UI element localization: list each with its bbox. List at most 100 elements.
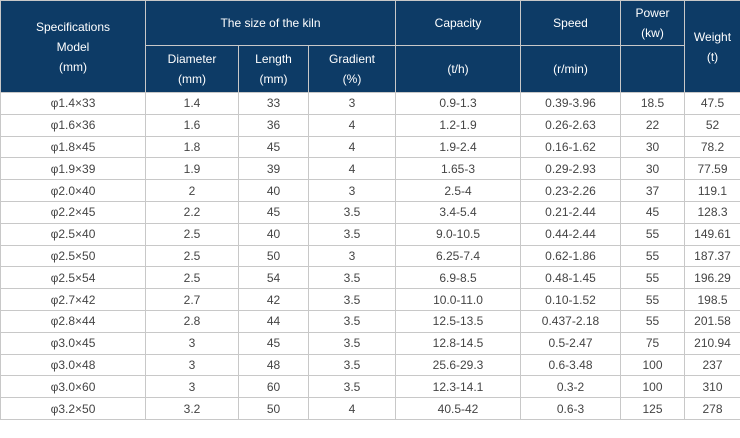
cell-model: φ3.0×48	[0, 353, 146, 377]
cell-gradient: 3.5	[308, 375, 396, 399]
cell-diameter: 3	[145, 353, 239, 377]
cell-model: φ1.8×45	[0, 135, 146, 159]
cell-speed: 0.62-1.86	[520, 244, 621, 268]
cell-power: 37	[620, 179, 685, 202]
header-capacity: Capacity	[395, 0, 521, 46]
table-row: φ2.2×45 2.2 45 3.5 3.4-5.4 0.21-2.44 45 128.3	[0, 200, 740, 224]
cell-gradient: 3	[308, 92, 396, 115]
cell-capacity: 1.2-1.9	[395, 113, 521, 137]
cell-diameter: 1.8	[145, 135, 239, 159]
cell-length: 40	[238, 222, 309, 246]
cell-diameter: 3	[145, 331, 239, 355]
kiln-spec-table: Specifications Model (mm) The size of th…	[0, 0, 740, 420]
cell-model: φ2.8×44	[0, 309, 146, 333]
cell-gradient: 3.5	[308, 331, 396, 355]
table-row: φ2.7×42 2.7 42 3.5 10.0-11.0 0.10-1.52 55 198.5	[0, 288, 740, 311]
cell-diameter: 2.5	[145, 244, 239, 268]
cell-length: 36	[238, 113, 309, 137]
cell-weight: 78.2	[684, 135, 740, 159]
cell-power: 45	[620, 200, 685, 224]
cell-model: φ1.4×33	[0, 92, 146, 115]
cell-weight: 187.37	[684, 244, 740, 268]
cell-length: 45	[238, 331, 309, 355]
cell-weight: 198.5	[684, 288, 740, 311]
cell-capacity: 12.5-13.5	[395, 309, 521, 333]
cell-speed: 0.437-2.18	[520, 309, 621, 333]
cell-length: 54	[238, 266, 309, 290]
cell-gradient: 4	[308, 157, 396, 181]
cell-capacity: 10.0-11.0	[395, 288, 521, 311]
cell-weight: 47.5	[684, 92, 740, 115]
header-speed-unit: (r/min)	[520, 45, 621, 93]
cell-model: φ3.0×60	[0, 375, 146, 399]
cell-power: 100	[620, 353, 685, 377]
cell-speed: 0.48-1.45	[520, 266, 621, 290]
cell-length: 50	[238, 397, 309, 420]
table-body: φ1.4×33 1.4 33 3 0.9-1.3 0.39-3.96 18.5 47.5 φ1.…	[0, 92, 740, 420]
cell-diameter: 3.2	[145, 397, 239, 420]
table-row: φ3.0×45 3 45 3.5 12.8-14.5 0.5-2.47 75 210.94	[0, 331, 740, 355]
cell-capacity: 12.8-14.5	[395, 331, 521, 355]
cell-speed: 0.16-1.62	[520, 135, 621, 159]
cell-gradient: 4	[308, 397, 396, 420]
table-row: φ2.5×54 2.5 54 3.5 6.9-8.5 0.48-1.45 55 196.29	[0, 266, 740, 290]
cell-model: φ2.7×42	[0, 288, 146, 311]
cell-model: φ1.9×39	[0, 157, 146, 181]
cell-capacity: 3.4-5.4	[395, 200, 521, 224]
cell-speed: 0.3-2	[520, 375, 621, 399]
cell-power: 55	[620, 288, 685, 311]
cell-gradient: 4	[308, 113, 396, 137]
table-row: φ2.8×44 2.8 44 3.5 12.5-13.5 0.437-2.18 55 201.…	[0, 309, 740, 333]
cell-diameter: 1.9	[145, 157, 239, 181]
cell-gradient: 3.5	[308, 288, 396, 311]
cell-length: 60	[238, 375, 309, 399]
table-row: φ1.6×36 1.6 36 4 1.2-1.9 0.26-2.63 22 52	[0, 113, 740, 137]
header-weight: Weight (t)	[684, 0, 740, 93]
table-row: φ3.0×48 3 48 3.5 25.6-29.3 0.6-3.48 100 237	[0, 353, 740, 377]
cell-weight: 278	[684, 397, 740, 420]
cell-capacity: 6.25-7.4	[395, 244, 521, 268]
cell-capacity: 12.3-14.1	[395, 375, 521, 399]
cell-power: 55	[620, 244, 685, 268]
table-row: φ2.0×40 2 40 3 2.5-4 0.23-2.26 37 119.1	[0, 179, 740, 202]
cell-length: 39	[238, 157, 309, 181]
cell-gradient: 4	[308, 135, 396, 159]
table-row: φ1.4×33 1.4 33 3 0.9-1.3 0.39-3.96 18.5 47.5	[0, 92, 740, 115]
cell-capacity: 1.9-2.4	[395, 135, 521, 159]
cell-speed: 0.6-3.48	[520, 353, 621, 377]
cell-capacity: 0.9-1.3	[395, 92, 521, 115]
cell-weight: 210.94	[684, 331, 740, 355]
cell-speed: 0.26-2.63	[520, 113, 621, 137]
cell-length: 45	[238, 200, 309, 224]
cell-weight: 149.61	[684, 222, 740, 246]
cell-length: 44	[238, 309, 309, 333]
cell-weight: 52	[684, 113, 740, 137]
cell-diameter: 2.2	[145, 200, 239, 224]
cell-power: 30	[620, 135, 685, 159]
cell-speed: 0.23-2.26	[520, 179, 621, 202]
cell-speed: 0.39-3.96	[520, 92, 621, 115]
cell-power: 55	[620, 309, 685, 333]
cell-speed: 0.44-2.44	[520, 222, 621, 246]
cell-speed: 0.6-3	[520, 397, 621, 420]
cell-model: φ1.6×36	[0, 113, 146, 137]
cell-diameter: 3	[145, 375, 239, 399]
cell-gradient: 3.5	[308, 266, 396, 290]
cell-gradient: 3.5	[308, 309, 396, 333]
cell-diameter: 2.5	[145, 266, 239, 290]
cell-power: 22	[620, 113, 685, 137]
header-length: Length (mm)	[238, 45, 309, 93]
cell-weight: 310	[684, 375, 740, 399]
cell-power: 100	[620, 375, 685, 399]
cell-gradient: 3	[308, 179, 396, 202]
cell-weight: 237	[684, 353, 740, 377]
cell-speed: 0.10-1.52	[520, 288, 621, 311]
cell-diameter: 2	[145, 179, 239, 202]
cell-gradient: 3.5	[308, 222, 396, 246]
cell-weight: 119.1	[684, 179, 740, 202]
cell-model: φ2.5×50	[0, 244, 146, 268]
table-row: φ1.9×39 1.9 39 4 1.65-3 0.29-2.93 30 77.59	[0, 157, 740, 181]
header-kiln-size: The size of the kiln	[145, 0, 396, 46]
header-diameter: Diameter (mm)	[145, 45, 239, 93]
header-capacity-unit: (t/h)	[395, 45, 521, 93]
